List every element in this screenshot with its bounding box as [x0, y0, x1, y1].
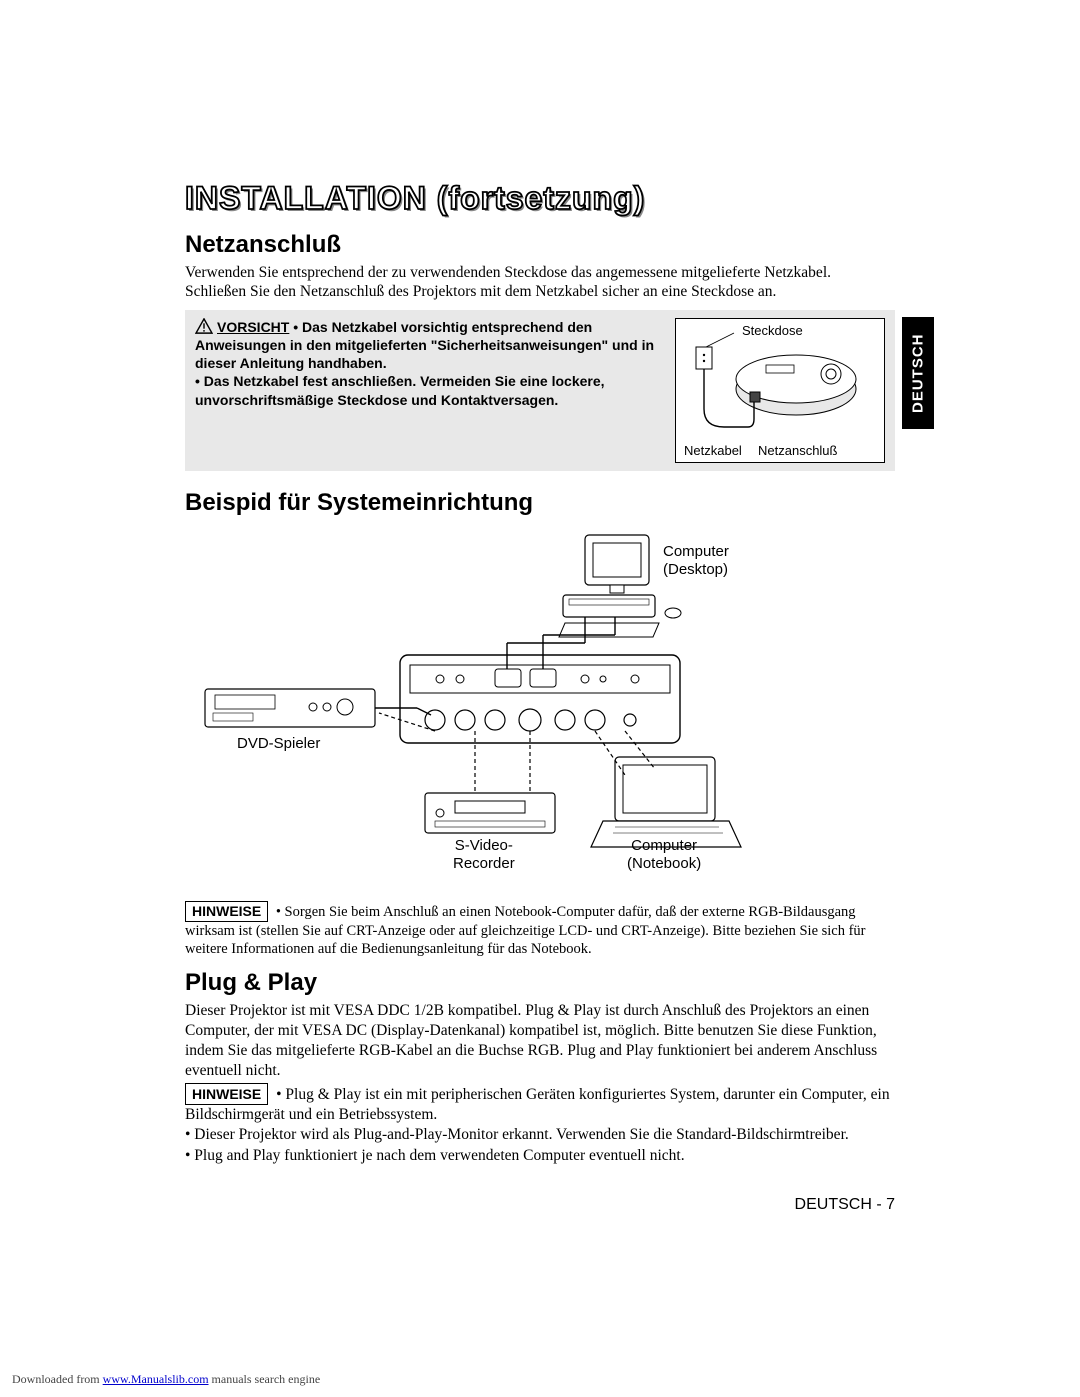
page-number: DEUTSCH - 7	[185, 1196, 895, 1214]
power-illustration: Steckdose Netzkabel Netzanschluß	[675, 318, 885, 463]
hinweise-label-2: HINWEISE	[185, 1083, 268, 1105]
label-svideo: S-Video-Recorder	[453, 837, 515, 873]
illus-label-netzanschluss: Netzanschluß	[758, 443, 837, 458]
hinweise-1-text: • Sorgen Sie beim Anschluß an einen Note…	[185, 904, 866, 958]
plugplay-body: Dieser Projektor ist mit VESA DDC 1/2B k…	[185, 1001, 895, 1082]
netzanschluss-body: Verwenden Sie entsprechend der zu verwen…	[185, 263, 895, 302]
caution-box: VORSICHT • Das Netzkabel vorsichtig ents…	[185, 310, 895, 471]
footer-prefix: Downloaded from	[12, 1372, 103, 1386]
caution-text: VORSICHT • Das Netzkabel vorsichtig ents…	[195, 318, 665, 463]
hinweise-2: HINWEISE • Plug & Play ist ein mit perip…	[185, 1083, 895, 1125]
label-notebook: Computer(Notebook)	[627, 837, 701, 873]
hinweise-label-1: HINWEISE	[185, 901, 268, 923]
section-system-title: Beispid für Systemeinrichtung	[185, 489, 895, 517]
footer-suffix: manuals search engine	[209, 1372, 321, 1386]
language-tab: DEUTSCH	[902, 317, 934, 429]
caution-label: VORSICHT	[217, 319, 289, 335]
section-netzanschluss-title: Netzanschluß	[185, 231, 895, 259]
illus-label-netzkabel: Netzkabel	[684, 443, 742, 458]
hinweise-2-t1: • Plug & Play ist ein mit peripherischen…	[185, 1086, 890, 1123]
warning-icon	[195, 318, 213, 334]
hinweise-2-t3: • Plug and Play funktioniert je nach dem…	[185, 1146, 895, 1166]
hinweise-1: HINWEISE • Sorgen Sie beim Anschluß an e…	[185, 901, 895, 959]
caution-p2: • Das Netzkabel fest anschließen. Vermei…	[195, 373, 605, 407]
label-dvd: DVD-Spieler	[237, 735, 320, 753]
illus-label-steckdose: Steckdose	[742, 323, 803, 338]
page-title: INSTALLATION (fortsetzung)	[185, 180, 895, 217]
footer-link[interactable]: www.Manualslib.com	[103, 1372, 209, 1386]
footer: Downloaded from www.Manualslib.com manua…	[12, 1372, 320, 1387]
hinweise-2-t2: • Dieser Projektor wird als Plug-and-Pla…	[185, 1125, 895, 1145]
section-plugplay-title: Plug & Play	[185, 969, 895, 997]
system-diagram: Computer(Desktop) DVD-Spieler S-Video-Re…	[185, 525, 895, 885]
label-desktop: Computer(Desktop)	[663, 543, 729, 579]
